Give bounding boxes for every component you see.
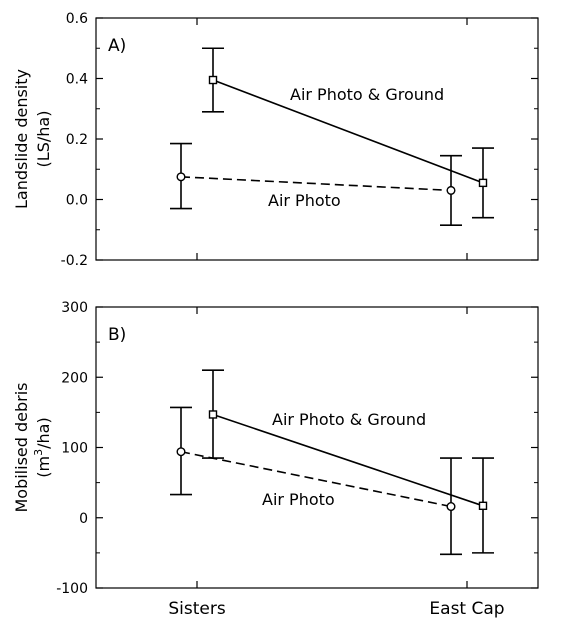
series-label: Air Photo	[262, 490, 335, 509]
data-point-circle	[177, 448, 185, 456]
y-tick-label: 300	[61, 300, 88, 316]
y-tick-label: 0.2	[66, 132, 88, 148]
series-label: Air Photo	[268, 191, 341, 210]
y-axis-title: Mobilised debris	[12, 382, 31, 512]
y-tick-label: 200	[61, 370, 88, 386]
data-point-square	[210, 77, 217, 84]
y-axis-unit: (LS/ha)	[34, 111, 53, 168]
y-tick-label: 0	[79, 511, 88, 527]
series-line	[181, 177, 451, 191]
y-tick-label: 0.0	[66, 193, 88, 209]
plot-frame	[96, 307, 538, 588]
y-axis-unit: (m3/ha)	[32, 417, 53, 477]
series-label: Air Photo & Ground	[290, 85, 444, 104]
plot-frame	[96, 18, 538, 260]
data-point-square	[480, 502, 487, 509]
y-tick-label: -0.2	[61, 253, 88, 269]
data-point-circle	[177, 173, 185, 181]
y-axis-title: Landslide density	[12, 69, 31, 209]
panel-label: B)	[108, 325, 126, 345]
y-tick-label: 0.6	[66, 11, 88, 27]
data-point-circle	[447, 187, 455, 195]
y-tick-label: -100	[56, 581, 88, 597]
series-label: Air Photo & Ground	[272, 410, 426, 429]
y-axis-unit-before: (m	[34, 456, 53, 478]
data-point-square	[210, 411, 217, 418]
panel-label: A)	[108, 36, 126, 56]
y-axis-unit-sup: 3	[32, 449, 45, 456]
panel-b: -100 0 100 200 300 B) Mobilised debris (m3/ha) A…	[12, 300, 538, 597]
y-tick-label: 100	[61, 441, 88, 457]
data-point-circle	[447, 503, 455, 511]
x-category-label: East Cap	[429, 599, 504, 619]
y-axis-unit-after: /ha)	[34, 417, 53, 449]
x-category-label: Sisters	[168, 599, 225, 619]
panel-a: -0.2 0.0 0.2 0.4 0.6 A) Landslide density (LS/h…	[12, 11, 538, 269]
data-point-square	[480, 179, 487, 186]
series-air-photo: Air Photo	[170, 144, 462, 226]
y-tick-label: 0.4	[66, 72, 88, 88]
